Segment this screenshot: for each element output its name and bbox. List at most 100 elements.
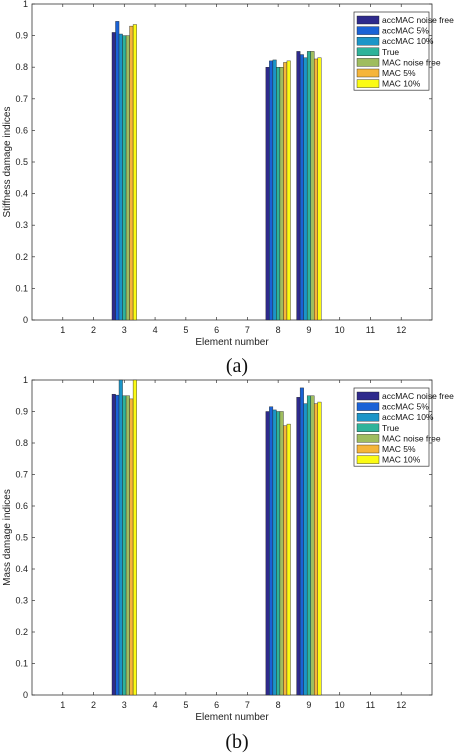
x-tick-label: 3 [122, 325, 127, 335]
bar [296, 397, 301, 696]
x-tick-label: 7 [245, 700, 250, 710]
bar [265, 411, 270, 696]
legend-swatch [356, 455, 380, 464]
x-tick-label: 4 [153, 325, 158, 335]
legend-swatch [356, 423, 380, 432]
y-tick-label: 0.3 [15, 220, 28, 230]
y-tick-label: 0.4 [15, 189, 28, 199]
x-tick-label: 11 [366, 700, 375, 710]
x-tick-label: 2 [91, 700, 96, 710]
x-tick-label: 5 [183, 325, 188, 335]
bar [306, 51, 311, 321]
bar [283, 62, 288, 321]
bar [115, 394, 120, 696]
bar [286, 60, 291, 321]
bar [125, 395, 130, 696]
bar [122, 35, 127, 321]
x-tick-label: 8 [276, 700, 281, 710]
legend-label: MAC 5% [382, 68, 416, 78]
legend-label: MAC 10% [382, 79, 421, 89]
legend-label: accMAC 10% [382, 412, 434, 422]
bar [296, 51, 301, 321]
y-tick-label: 0.1 [15, 659, 28, 669]
y-tick-label: 1 [23, 375, 28, 385]
bar [132, 379, 137, 696]
legend-label: accMAC noise free [382, 15, 454, 25]
y-tick-label: 0.5 [15, 533, 28, 543]
x-axis-label: Element number [195, 712, 269, 723]
panel-label: (b) [225, 731, 248, 753]
legend-label: accMAC noise free [382, 391, 454, 401]
y-tick-label: 0.7 [15, 470, 28, 480]
y-tick-label: 0.9 [15, 31, 28, 41]
bar [118, 379, 123, 696]
y-tick-label: 1 [23, 0, 28, 9]
bar [303, 403, 308, 696]
x-tick-label: 4 [153, 700, 158, 710]
bar [314, 58, 318, 321]
legend-swatch [356, 391, 380, 401]
x-tick-label: 6 [214, 325, 219, 335]
y-tick-label: 0.2 [15, 627, 28, 637]
bar [132, 24, 137, 321]
x-axis-label: Element number [195, 337, 269, 348]
x-tick-label: 10 [335, 700, 345, 710]
x-tick-label: 12 [396, 325, 406, 335]
x-tick-label: 8 [276, 325, 281, 335]
chart-panel-2: 00.10.20.30.40.50.60.70.80.911 2 3 4 5 6 7 8 9 10… [2, 375, 454, 753]
x-tick-label: 7 [245, 325, 250, 335]
panel-label: (a) [226, 355, 248, 377]
legend-swatch [356, 47, 380, 56]
bar [314, 403, 318, 696]
legend-swatch [356, 413, 380, 422]
bar [310, 51, 315, 321]
y-axis-label: Mass damage indices [2, 489, 13, 586]
bar [317, 57, 322, 321]
x-tick-label: 1 [60, 325, 65, 335]
bar [279, 411, 284, 696]
y-axis-label: Stiffness damage indices [2, 107, 13, 218]
bar [272, 409, 277, 696]
y-tick-label: 0.6 [15, 125, 28, 135]
legend-label: MAC noise free [382, 433, 441, 443]
legend-swatch [356, 444, 380, 454]
bar [306, 395, 311, 696]
bar [279, 66, 284, 321]
y-tick-label: 0 [23, 690, 28, 700]
legend-swatch [356, 37, 380, 46]
x-tick-label: 9 [306, 700, 311, 710]
legend-swatch [356, 58, 380, 67]
bar [299, 387, 304, 696]
legend-label: MAC noise free [382, 57, 441, 67]
legend-label: accMAC 10% [382, 36, 434, 46]
legend-swatch [356, 68, 380, 78]
chart-panel-1: 00.10.20.30.40.50.60.70.80.911 2 3 4 5 6 7 8 9 10… [2, 0, 454, 377]
bar [286, 423, 291, 696]
bar [269, 60, 274, 321]
legend-label: accMAC 5% [382, 26, 429, 36]
y-tick-label: 0.8 [15, 62, 28, 72]
bar [303, 57, 308, 321]
bar [129, 398, 134, 696]
legend-label: True [382, 47, 399, 57]
bar [129, 25, 134, 321]
y-tick-label: 0.9 [15, 407, 28, 417]
x-tick-label: 1 [60, 700, 65, 710]
legend-swatch [356, 26, 380, 35]
x-tick-label: 3 [122, 700, 127, 710]
bar [111, 393, 116, 696]
y-tick-label: 0.5 [15, 157, 28, 167]
bar [272, 59, 277, 321]
bar [283, 425, 288, 696]
bar [125, 35, 130, 321]
legend-swatch [356, 402, 380, 411]
legend-label: True [382, 423, 399, 433]
legend-swatch [356, 434, 380, 443]
legend-label: accMAC 5% [382, 402, 429, 412]
y-tick-label: 0.1 [15, 283, 28, 293]
x-tick-label: 5 [183, 700, 188, 710]
legend-label: MAC 5% [382, 444, 416, 454]
bar [310, 395, 315, 696]
